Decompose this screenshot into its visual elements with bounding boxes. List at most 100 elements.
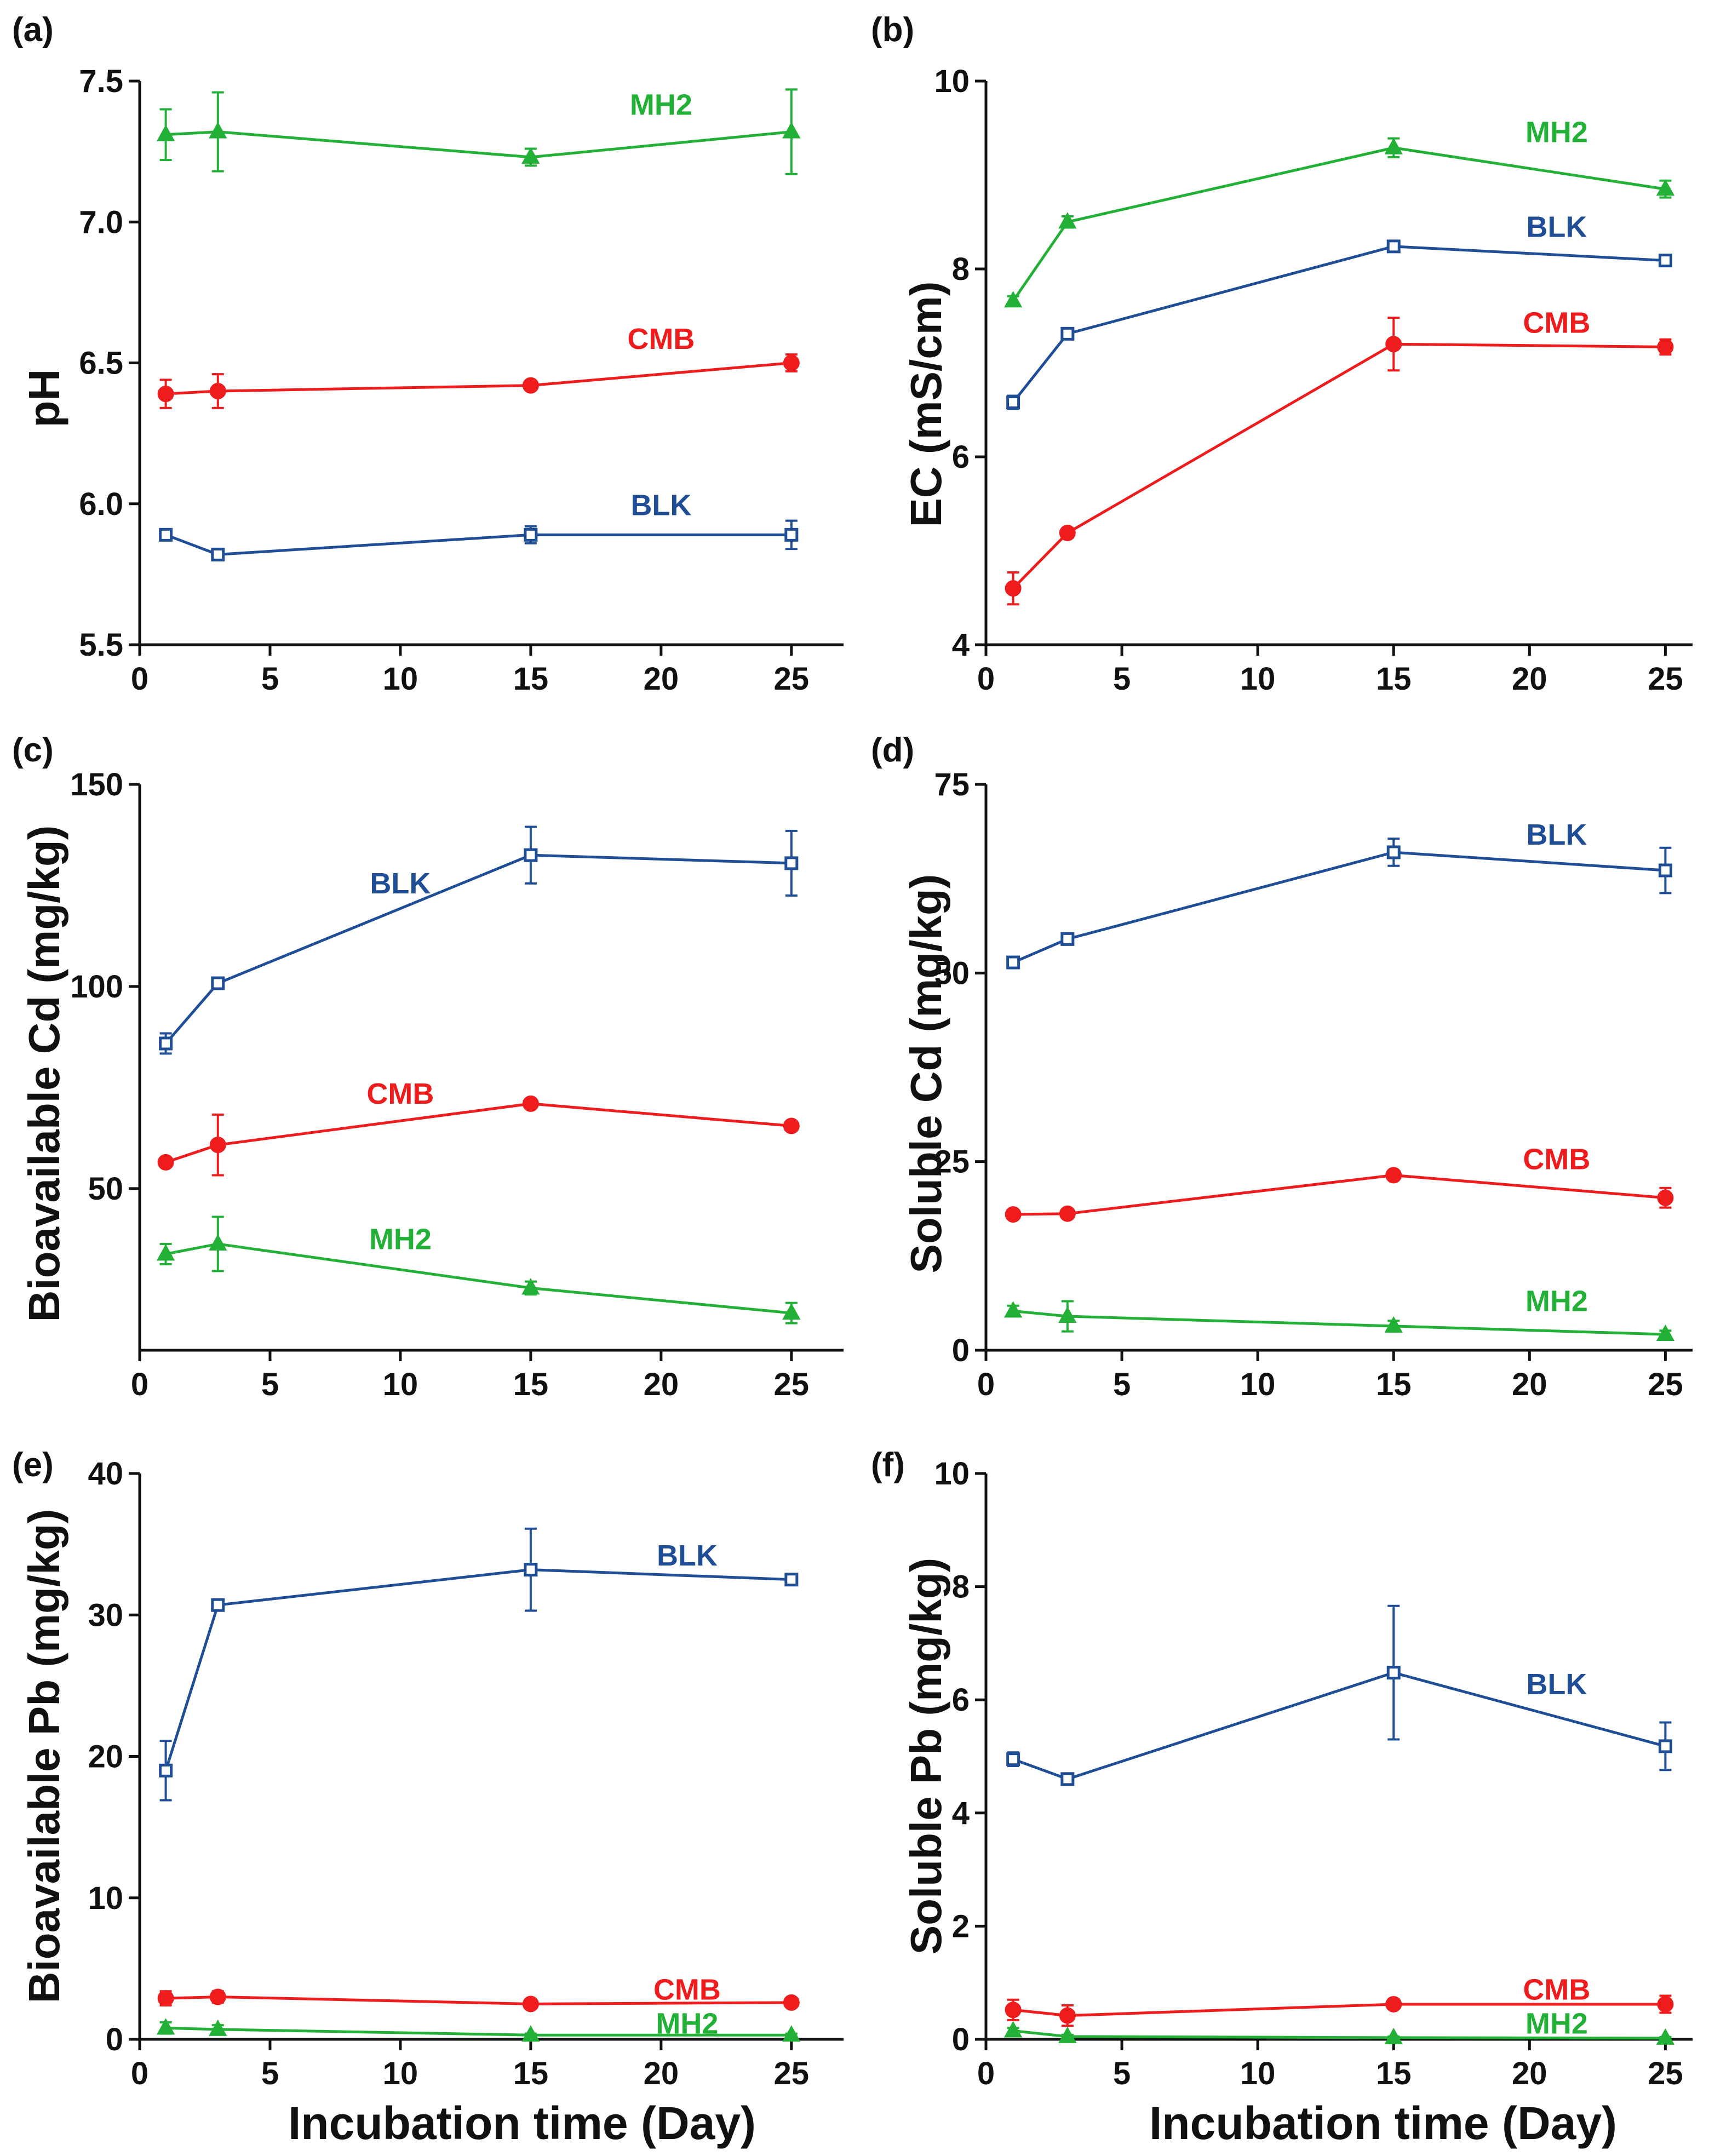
series-line-cmb [165, 1102, 792, 1164]
x-tick-label: 10 [383, 1367, 418, 1402]
data-point-cmb [1657, 1996, 1674, 2012]
x-tick-label: 5 [1113, 661, 1131, 697]
y-tick-label: 4 [952, 627, 970, 663]
data-point-mh2 [156, 1244, 175, 1261]
data-point-mh2 [1003, 2021, 1023, 2038]
y-axis-title: EC (mS/cm) [902, 282, 950, 527]
series-label-blk: BLK [1526, 211, 1587, 244]
series-line-cmb [165, 1996, 792, 2005]
series-line-mh2 [1013, 1309, 1666, 1336]
data-point-blk [159, 527, 173, 542]
data-point-mh2 [1656, 179, 1675, 196]
y-tick-label: 4 [952, 1796, 970, 1831]
x-tick-label: 0 [131, 1367, 148, 1402]
panel-e: (e) Bioavailable Pb (mg/kg) Incubation t… [12, 1446, 844, 2149]
x-tick-label: 15 [1376, 1367, 1412, 1402]
panel-letter: (a) [12, 11, 54, 49]
series-line-cmb [1013, 1173, 1666, 1216]
data-point-cmb [209, 1988, 226, 2005]
x-tick-label: 15 [513, 661, 549, 697]
x-tick-label: 25 [774, 661, 810, 697]
data-point-cmb [783, 1117, 800, 1134]
series-label-cmb: CMB [653, 1974, 721, 2006]
data-point-blk [784, 527, 799, 542]
y-tick-label: 8 [952, 1569, 970, 1605]
x-tick-label: 20 [1512, 661, 1547, 697]
y-tick-label: 6.5 [79, 346, 123, 381]
y-tick-label: 7.0 [79, 204, 123, 240]
y-tick-label: 0 [952, 2022, 970, 2057]
y-tick-label: 6.0 [79, 486, 123, 522]
y-tick-label: 30 [88, 1597, 123, 1633]
y-tick-label: 50 [88, 1171, 123, 1207]
data-point-mh2 [1384, 1316, 1403, 1333]
data-point-cmb [1005, 580, 1022, 597]
data-point-blk [1006, 1752, 1020, 1767]
series-line-mh2 [165, 130, 792, 159]
x-tick-label: 25 [1648, 1367, 1683, 1402]
series-label-mh2: MH2 [369, 1223, 432, 1256]
panel-f: (f) Soluble Pb (mg/kg) Incubation time (… [871, 1446, 1693, 2149]
series-label-cmb: CMB [366, 1077, 434, 1110]
data-point-mh2 [1656, 2028, 1675, 2045]
data-point-cmb [209, 1137, 226, 1154]
data-point-cmb [209, 382, 226, 399]
series-label-blk: BLK [370, 867, 431, 900]
data-point-blk [159, 1763, 173, 1777]
data-point-cmb [522, 377, 539, 394]
x-tick-label: 0 [131, 661, 148, 697]
series-line-mh2 [165, 1242, 792, 1315]
data-point-mh2 [1058, 2026, 1077, 2043]
x-tick-label: 10 [1240, 661, 1276, 697]
y-axis-title: Soluble Pb (mg/kg) [902, 1558, 950, 1954]
y-tick-label: 50 [934, 955, 970, 991]
y-tick-label: 100 [70, 969, 123, 1005]
y-axis-title: Soluble Cd (mg/kg) [902, 874, 950, 1274]
panel-a: (a) pH MH2 CMB BLK 0 5 10 15 20 25 5.5 6.0 6.5 7.… [12, 11, 844, 697]
x-tick-label: 10 [383, 2056, 418, 2091]
x-tick-label: 25 [774, 1367, 810, 1402]
data-point-blk [1006, 955, 1020, 970]
series-label-cmb: CMB [627, 323, 695, 355]
data-point-cmb [1059, 1205, 1076, 1222]
data-point-blk [1386, 845, 1401, 859]
x-tick-label: 15 [513, 1367, 549, 1402]
x-tick-label: 0 [977, 1367, 995, 1402]
y-tick-label: 8 [952, 251, 970, 287]
data-point-mh2 [156, 124, 175, 141]
series-line-blk [165, 533, 792, 556]
x-tick-label: 0 [977, 661, 995, 697]
data-point-blk [1658, 863, 1672, 878]
data-point-cmb [157, 1154, 174, 1171]
series-label-mh2: MH2 [1526, 116, 1588, 148]
x-tick-label: 10 [1240, 1367, 1276, 1402]
data-point-blk [1658, 254, 1672, 268]
data-point-blk [1386, 1666, 1401, 1680]
data-point-mh2 [1003, 1301, 1023, 1318]
series-label-blk: BLK [1526, 818, 1587, 851]
series-label-blk: BLK [657, 1539, 718, 1572]
series-label-cmb: CMB [1523, 307, 1590, 340]
data-point-cmb [1385, 1996, 1402, 2012]
data-point-mh2 [1003, 291, 1023, 308]
panel-b: (b) EC (mS/cm) MH2 BLK CMB 0 5 10 15 20 25 4 6 8… [871, 11, 1693, 697]
series-line-mh2 [165, 2026, 792, 2037]
x-tick-label: 0 [131, 2056, 148, 2091]
data-point-cmb [1059, 2007, 1076, 2024]
series-label-cmb: CMB [1523, 1143, 1590, 1176]
data-point-blk [524, 848, 538, 862]
panel-d: (d) Soluble Cd (mg/kg) BLK CMB MH2 0 5 10 1… [871, 731, 1693, 1402]
data-point-blk [211, 547, 225, 561]
data-point-cmb [522, 1095, 539, 1112]
series-label-blk: BLK [630, 489, 691, 521]
panel-letter: (f) [871, 1446, 905, 1484]
x-tick-label: 20 [1512, 2056, 1547, 2091]
y-tick-label: 20 [88, 1739, 123, 1775]
data-point-mh2 [156, 2018, 175, 2035]
data-point-blk [1060, 326, 1075, 341]
data-point-blk [784, 1573, 799, 1587]
x-tick-label: 20 [644, 1367, 679, 1402]
x-tick-label: 0 [977, 2056, 995, 2091]
series-line-blk [164, 853, 792, 1045]
